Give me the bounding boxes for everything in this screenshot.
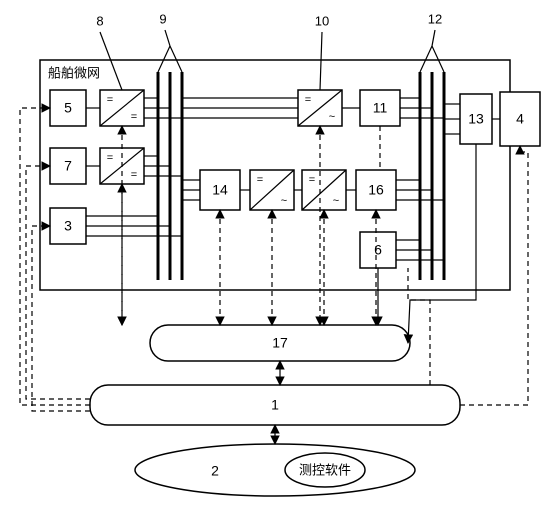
svg-text:7: 7 [64, 158, 72, 174]
svg-text:11: 11 [373, 100, 388, 116]
svg-text:测控软件: 测控软件 [299, 462, 351, 477]
svg-text:=: = [107, 152, 113, 164]
svg-text:12: 12 [428, 11, 442, 26]
svg-text:16: 16 [368, 182, 384, 198]
svg-text:9: 9 [159, 11, 166, 26]
svg-text:1: 1 [271, 397, 279, 413]
svg-text:=: = [131, 169, 137, 181]
svg-text:14: 14 [212, 182, 228, 198]
svg-text:~: ~ [333, 195, 339, 207]
svg-text:=: = [107, 94, 113, 106]
svg-text:5: 5 [64, 100, 72, 116]
svg-text:2: 2 [211, 463, 219, 479]
svg-text:=: = [257, 174, 263, 186]
svg-text:~: ~ [329, 111, 335, 123]
svg-text:8: 8 [96, 13, 103, 28]
svg-text:~: ~ [281, 195, 287, 207]
svg-text:=: = [131, 111, 137, 123]
svg-text:船舶微网: 船舶微网 [48, 65, 100, 80]
svg-text:10: 10 [315, 13, 329, 28]
svg-text:17: 17 [272, 335, 288, 351]
svg-text:13: 13 [468, 111, 484, 127]
svg-text:3: 3 [64, 218, 72, 234]
svg-text:=: = [305, 94, 311, 106]
svg-text:6: 6 [374, 242, 382, 258]
node-n2 [135, 444, 415, 496]
svg-text:4: 4 [516, 111, 524, 127]
svg-text:=: = [309, 174, 315, 186]
